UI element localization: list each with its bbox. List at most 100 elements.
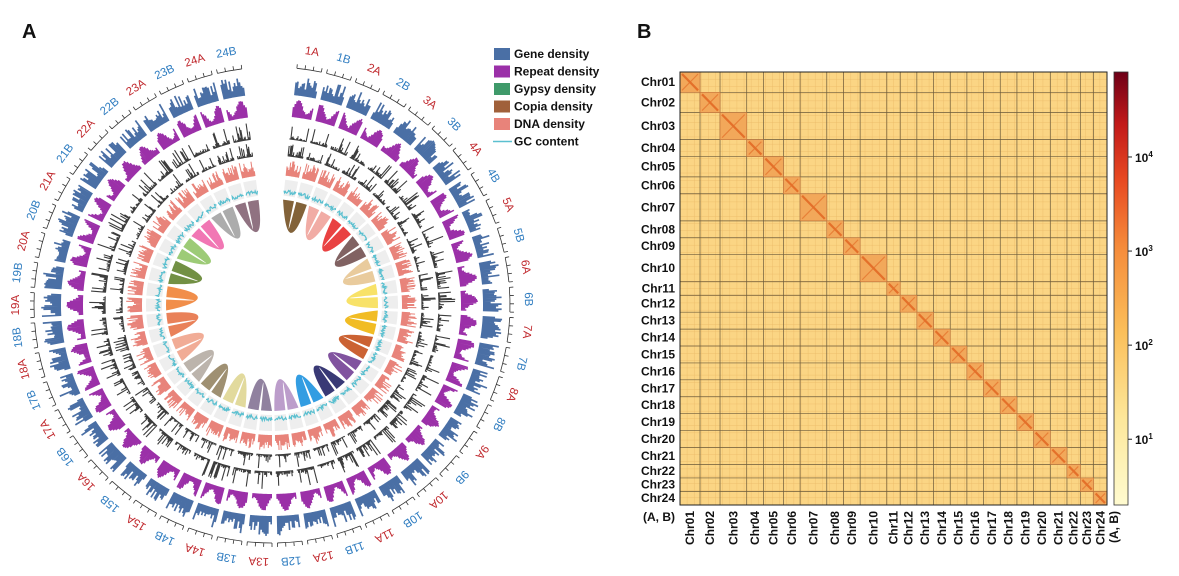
gene-density-track-4B xyxy=(448,181,476,209)
chromosome-label-12B: 12B xyxy=(280,554,302,568)
copia-density-track-3A xyxy=(357,176,377,193)
chromosome-label-8B: 8B xyxy=(490,415,507,433)
gypsy-density-track-4B xyxy=(411,210,425,229)
copia-density-track-14A xyxy=(216,445,235,460)
gc-bg-14A xyxy=(227,408,245,427)
circos-plot: 1A 1B2A2B3A3B4A4B5A5B6A6B7A7B8A8B9A9B10A1… xyxy=(10,45,534,567)
x-tick-label-Chr17: Chr17 xyxy=(985,511,999,545)
gc-bg-19A xyxy=(146,298,163,312)
ruler-15A xyxy=(133,499,157,517)
chromosome-label-24A: 24A xyxy=(183,52,206,70)
gypsy-density-track-11B xyxy=(317,459,336,470)
ruler-17A xyxy=(54,409,71,434)
y-tick-label-Chr07: Chr07 xyxy=(641,200,675,214)
x-tick-label-Chr02: Chr02 xyxy=(703,511,717,545)
repeat-density-track-7A xyxy=(458,314,477,336)
dna-density-track-22A xyxy=(166,200,183,221)
ruler-6A xyxy=(504,256,513,283)
gc-bg-13B xyxy=(243,412,259,430)
dna-density-track-1A xyxy=(285,161,302,178)
dna-density-track-7B xyxy=(396,328,415,345)
gc-bg-3B xyxy=(345,211,366,232)
dna-density-track-15A xyxy=(191,411,209,430)
copia-density-track-9B xyxy=(377,399,397,418)
copia-density-track-13A xyxy=(256,453,273,469)
y-tick-label-Chr14: Chr14 xyxy=(641,331,675,345)
chromosome-label-6A: 6A xyxy=(518,259,532,275)
repeat-density-track-8B xyxy=(434,384,458,409)
repeat-density-track-5A xyxy=(441,214,465,241)
gc-content-line-1A xyxy=(283,189,297,196)
dna-density-track-13A xyxy=(257,434,272,450)
anti-diagonal-Chr24 xyxy=(1095,493,1106,504)
repeat-density-track-12B xyxy=(276,492,297,511)
gc-content-line-17B xyxy=(162,341,170,353)
gene-density-track-10B xyxy=(378,475,406,502)
copia-density-track-17B xyxy=(122,353,137,371)
chromosome-label-3B: 3B xyxy=(444,115,463,134)
y-tick-label-Chr12: Chr12 xyxy=(641,297,675,311)
repeat-density-track-19B xyxy=(67,270,86,291)
gene-density-track-15A xyxy=(145,477,170,501)
ruler-11B xyxy=(336,525,363,538)
gene-density-track-20A xyxy=(53,239,71,263)
gc-content-line-3B xyxy=(347,220,359,230)
gypsy-density-track-23B xyxy=(188,144,211,158)
repeat-density-track-14B xyxy=(176,472,202,497)
gc-content-line-13A xyxy=(259,415,273,423)
chromosome-label-20A: 20A xyxy=(16,229,33,252)
repeat-density-track-18B xyxy=(67,319,87,341)
copia-density-track-5A xyxy=(406,238,423,254)
gc-content-line-15A xyxy=(205,397,218,406)
repeat-density-track-24A xyxy=(200,105,225,128)
copia-density-track-7B xyxy=(415,331,428,348)
ruler-8B xyxy=(476,404,492,429)
ruler-10B xyxy=(391,496,416,515)
dna-density-track-2B xyxy=(332,176,351,197)
gene-density-track-5B xyxy=(471,234,494,259)
gene-density-track-15B xyxy=(120,461,148,487)
ruler-9A xyxy=(459,430,478,455)
gene-density-track-23A xyxy=(143,103,170,133)
gene-density-track-4A xyxy=(432,160,461,186)
gypsy-density-track-9B xyxy=(389,410,408,429)
x-tick-label-Chr24: Chr24 xyxy=(1093,511,1107,545)
chromosome-label-9B: 9B xyxy=(452,468,471,487)
gypsy-density-track-9A xyxy=(403,393,426,414)
gene-density-track-19A xyxy=(41,293,62,318)
gypsy-density-track-7A xyxy=(436,313,452,332)
gc-content-line-18B xyxy=(155,313,163,326)
gc-content-line-7A xyxy=(381,310,389,324)
copia-density-track-5B xyxy=(413,256,425,272)
gene-density-track-14A xyxy=(192,502,220,528)
y-tick-label-Chr11: Chr11 xyxy=(642,282,676,296)
repeat-density-track-19A xyxy=(66,294,84,316)
x-tick-label-Chr19: Chr19 xyxy=(1018,511,1032,545)
gene-density-track-6A xyxy=(478,260,500,285)
repeat-density-track-2A xyxy=(338,112,363,136)
gene-density-track-22A xyxy=(98,141,127,168)
x-tick-label-Chr23: Chr23 xyxy=(1080,511,1094,545)
chromosome-label-5A: 5A xyxy=(499,196,516,214)
anti-diagonal-Chr06 xyxy=(784,178,799,193)
gc-bg-15A xyxy=(199,395,219,416)
gc-bg-23B xyxy=(213,188,232,208)
dna-density-track-3B xyxy=(359,199,379,219)
heatmap-plot: Chr01 Chr02 Chr03 Chr04 Chr05 Chr06 Chr07 Chr08… xyxy=(641,71,1153,545)
repeat-density-track-3A xyxy=(380,143,402,163)
dna-density-track-19A xyxy=(126,297,143,313)
anti-diagonal-Chr19 xyxy=(1018,415,1033,429)
legend-swatch-copia-density xyxy=(494,100,510,113)
gypsy-density-track-13B xyxy=(232,467,251,487)
chromosome-label-17B: 17B xyxy=(25,388,44,412)
gypsy-density-track-5B xyxy=(429,251,444,269)
x-tick-label-Chr09: Chr09 xyxy=(845,511,859,545)
synteny-link-9A-9B xyxy=(328,352,362,381)
colorbar-tick-label-1: 102 xyxy=(1135,338,1153,353)
chromosome-label-19A: 19A xyxy=(10,295,22,316)
repeat-density-track-8A xyxy=(445,361,469,388)
gc-content-line-9B xyxy=(351,375,362,388)
gypsy-density-track-22B xyxy=(157,160,174,182)
gc-bg-8B xyxy=(366,351,387,370)
synteny-link-6A-6B xyxy=(346,283,378,309)
